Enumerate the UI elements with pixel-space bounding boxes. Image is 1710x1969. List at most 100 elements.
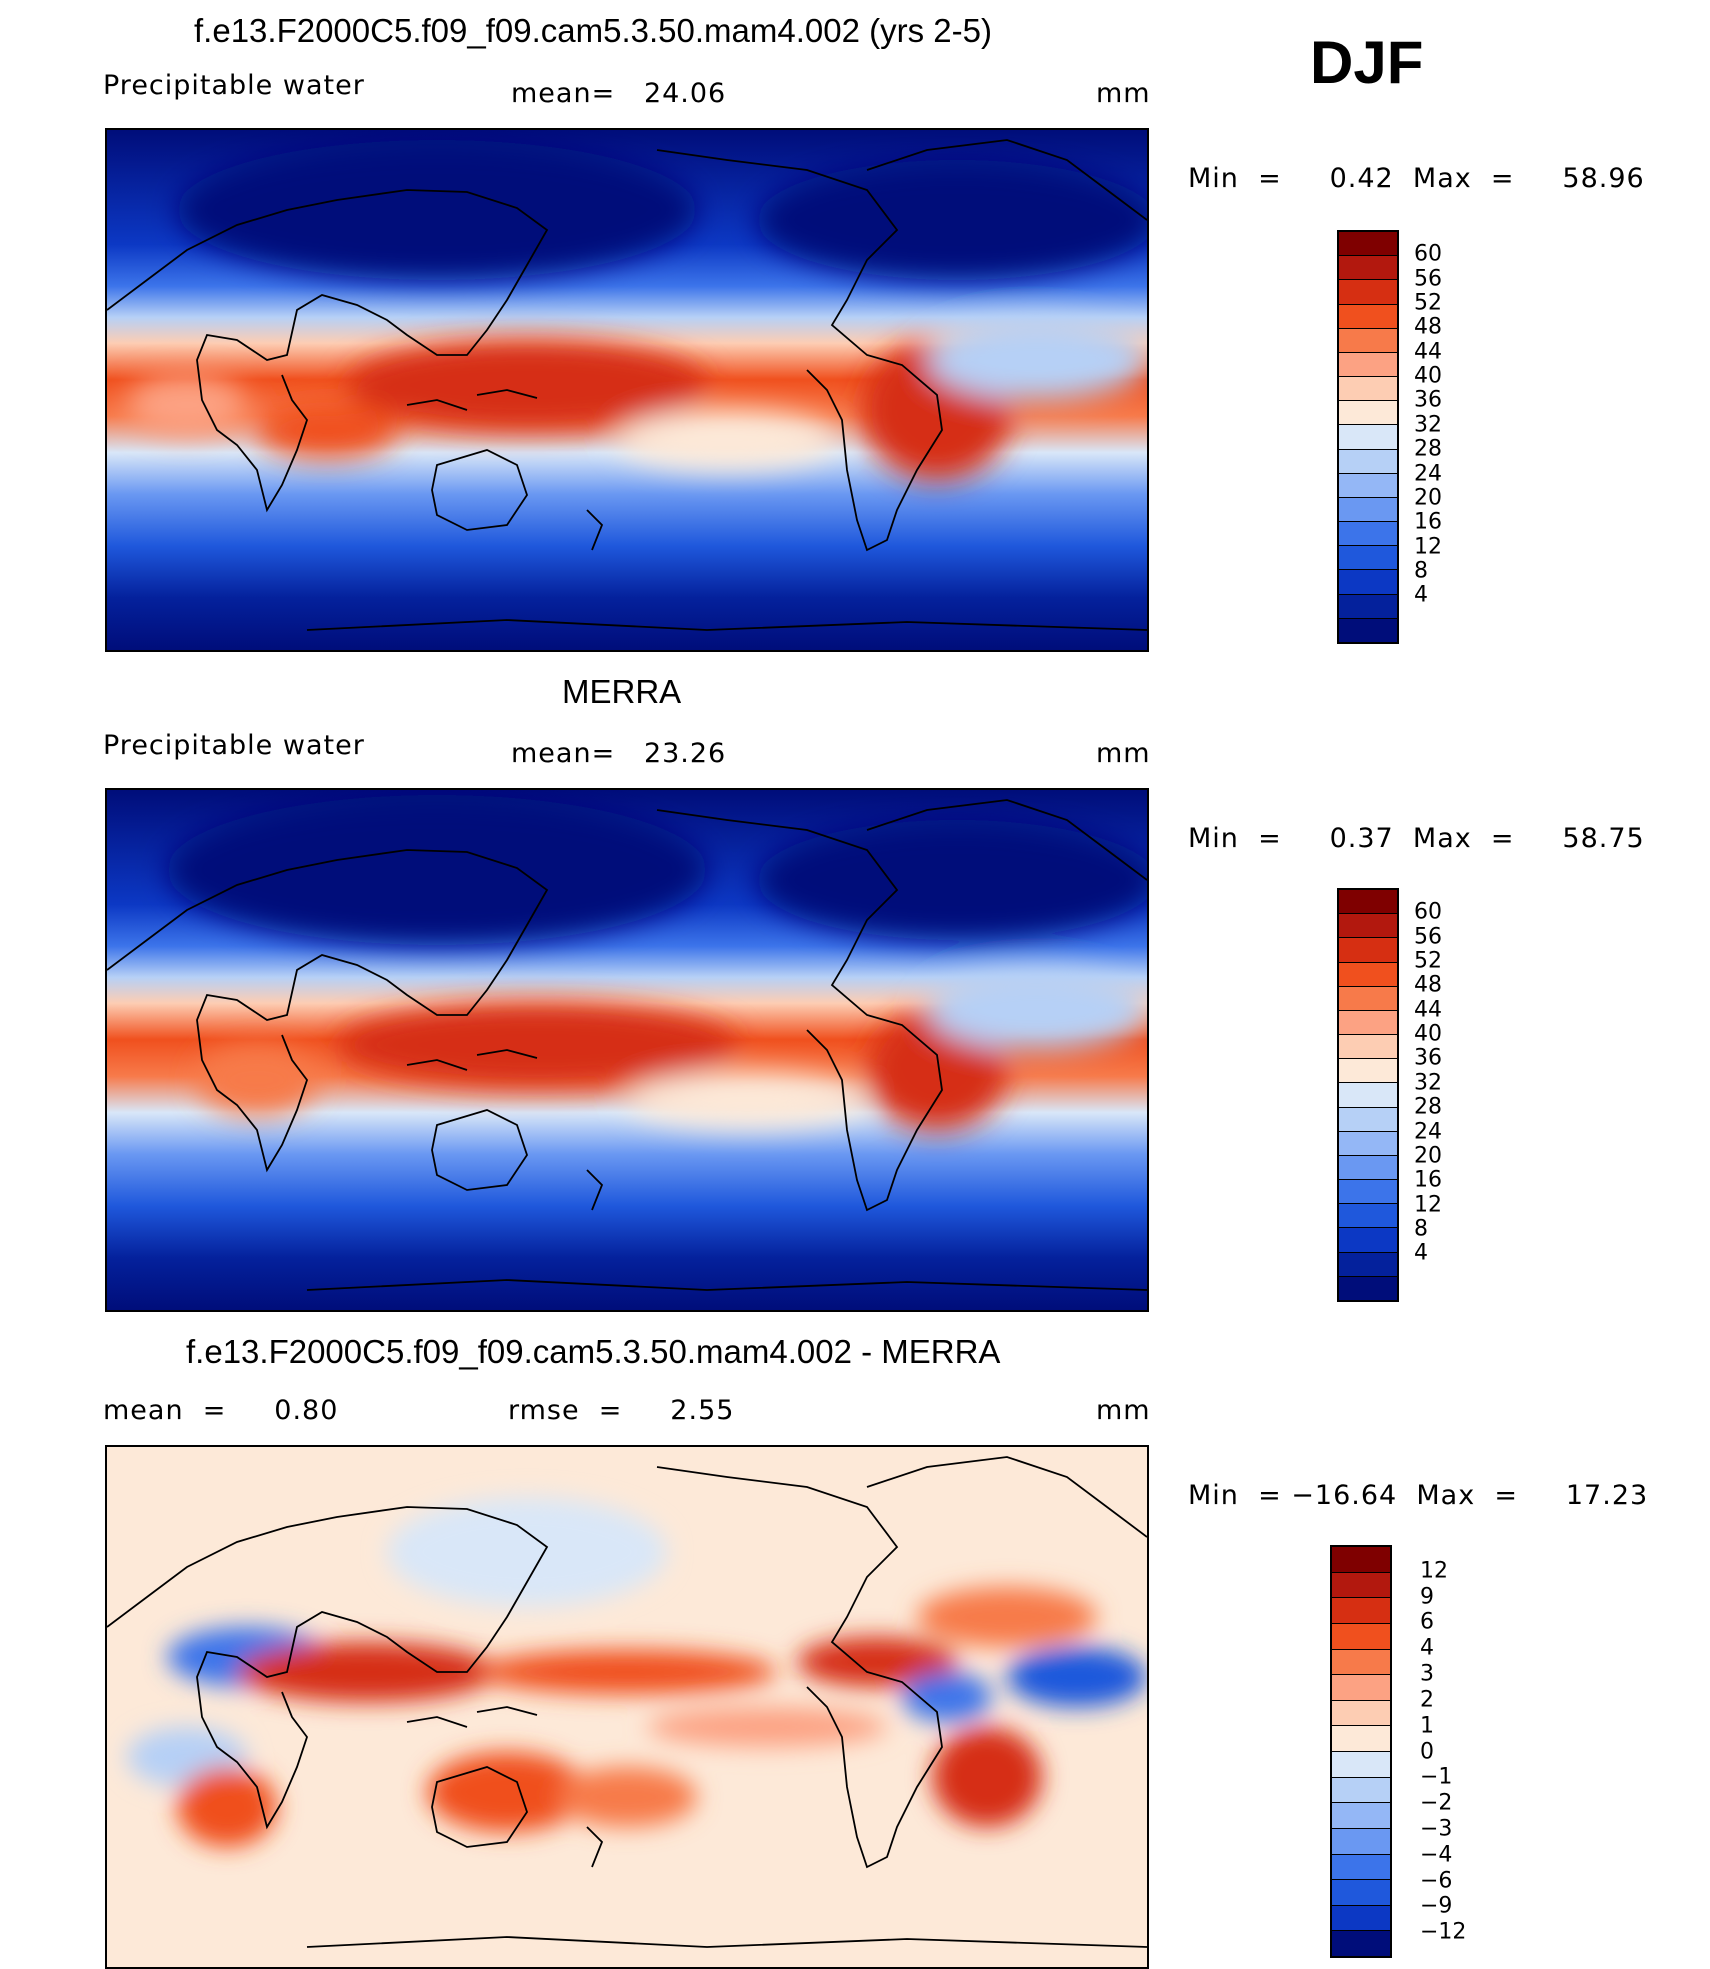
panel3-colorbar-swatch	[1332, 1725, 1390, 1751]
panel1-colorbar-swatch	[1339, 545, 1397, 570]
panel1-variable-label: Precipitable water	[103, 70, 365, 101]
panel3-colorbar-swatch	[1332, 1571, 1390, 1598]
panel2-colorbar-swatch	[1339, 1154, 1397, 1180]
panel2-colorbar-swatch	[1339, 1034, 1397, 1059]
panel2-colorbar-tick-label: 4	[1414, 1240, 1428, 1266]
panel2-colorbar-swatch	[1339, 961, 1397, 986]
panel2-colorbar-tick-label: 20	[1414, 1143, 1442, 1169]
panel2-colorbar-tick-label: 32	[1414, 1070, 1442, 1096]
panel1-colorbar-swatch	[1339, 279, 1397, 304]
panel3-colorbar-swatch	[1332, 1827, 1390, 1854]
panel3-rmse-label: rmse = 2.55	[508, 1395, 735, 1426]
panel2-minmax-label: Min = 0.37 Max = 58.75	[1188, 823, 1645, 854]
panel3-title: f.e13.F2000C5.f09_f09.cam5.3.50.mam4.002…	[186, 1333, 1001, 1370]
panel3-colorbar-swatch	[1332, 1674, 1390, 1700]
panel2-variable-label: Precipitable water	[103, 730, 365, 761]
panel2-colorbar-tick-label: 48	[1414, 972, 1442, 998]
panel1-colorbar-swatch	[1339, 424, 1397, 449]
panel2-colorbar-swatch	[1339, 1179, 1397, 1204]
panel3-colorbar-swatch	[1332, 1904, 1390, 1931]
panel3-colorbar-swatch	[1332, 1776, 1390, 1803]
panel1-colorbar-tick-label: 4	[1414, 582, 1428, 608]
panel3-colorbar-tick-label: 3	[1420, 1661, 1434, 1687]
panel1-colorbar-swatch	[1339, 569, 1397, 594]
panel2-colorbar-swatch	[1339, 890, 1397, 914]
panel1-colorbar-tick-label: 20	[1414, 485, 1442, 511]
panel1-map	[105, 128, 1149, 652]
panel2-colorbar-tick-label: 8	[1414, 1216, 1428, 1242]
panel1-colorbar-swatch	[1339, 400, 1397, 425]
panel1-colorbar-tick-label: 8	[1414, 558, 1428, 584]
panel3-minmax-label: Min = −16.64 Max = 17.23	[1188, 1480, 1649, 1511]
panel1-colorbar-tick-label: 40	[1414, 363, 1442, 389]
panel1-colorbar-tick-label: 12	[1414, 534, 1442, 560]
panel2-colorbar-tick-label: 12	[1414, 1192, 1442, 1218]
panel2-colorbar-swatch	[1339, 937, 1397, 962]
panel3-colorbar-swatch	[1332, 1802, 1390, 1828]
panel3-colorbar-swatch	[1332, 1597, 1390, 1623]
panel2-colorbar-tick-label: 40	[1414, 1021, 1442, 1047]
panel3-colorbar-swatch	[1332, 1879, 1390, 1905]
panel3-colorbar-tick-label: 2	[1420, 1687, 1434, 1713]
panel1-minmax-label: Min = 0.42 Max = 58.96	[1188, 163, 1645, 194]
panel1-colorbar-swatch	[1339, 351, 1397, 377]
panel2-colorbar-swatch	[1339, 1227, 1397, 1252]
panel1-colorbar-swatch	[1339, 232, 1397, 256]
panel1-colorbar-swatch	[1339, 521, 1397, 546]
panel2-colorbar-tick-label: 36	[1414, 1045, 1442, 1071]
panel3-colorbar-tick-label: −12	[1420, 1919, 1467, 1945]
panel2-colorbar-swatch	[1339, 1058, 1397, 1083]
panel1-colorbar-swatch	[1339, 255, 1397, 280]
panel1-title: f.e13.F2000C5.f09_f09.cam5.3.50.mam4.002…	[194, 12, 992, 49]
panel3-mean-label: mean = 0.80	[103, 1395, 339, 1426]
panel2-mean-label: mean= 23.26	[511, 738, 727, 769]
panel3-colorbar-tick-label: −2	[1420, 1790, 1453, 1816]
panel3-colorbar-tick-label: −9	[1420, 1893, 1453, 1919]
panel2-colorbar-tick-label: 16	[1414, 1167, 1442, 1193]
panel2-colorbar-tick-label: 52	[1414, 948, 1442, 974]
panel2-colorbar-swatch	[1339, 985, 1397, 1010]
panel3-colorbar-swatch	[1332, 1648, 1390, 1675]
panel1-colorbar-swatch	[1339, 376, 1397, 401]
panel3-colorbar-tick-label: −3	[1420, 1816, 1453, 1842]
panel2-colorbar-tick-label: 28	[1414, 1094, 1442, 1120]
panel1-colorbar-tick-label: 48	[1414, 314, 1442, 340]
panel3-colorbar-swatch	[1332, 1751, 1390, 1777]
panel3-colorbar-tick-label: 6	[1420, 1609, 1434, 1635]
panel1-colorbar-tick-label: 36	[1414, 387, 1442, 413]
panel1-colorbar-tick-label: 24	[1414, 461, 1442, 487]
panel3-colorbar-tick-label: −4	[1420, 1842, 1453, 1868]
panel2-colorbar-tick-label: 44	[1414, 997, 1442, 1023]
panel3-colorbar-tick-label: −6	[1420, 1868, 1453, 1894]
panel1-units-label: mm	[1096, 78, 1151, 109]
panel1-colorbar	[1337, 230, 1399, 644]
panel3-colorbar-swatch	[1332, 1547, 1390, 1572]
panel2-units-label: mm	[1096, 738, 1151, 769]
panel3-colorbar-swatch	[1332, 1622, 1390, 1649]
panel2-colorbar-swatch	[1339, 1203, 1397, 1228]
panel2-colorbar-tick-label: 24	[1414, 1119, 1442, 1145]
panel1-colorbar-swatch	[1339, 303, 1397, 328]
panel3-map	[105, 1445, 1149, 1969]
season-label: DJF	[1310, 29, 1424, 96]
panel3-colorbar-tick-label: −1	[1420, 1764, 1453, 1790]
panel1-colorbar-swatch	[1339, 617, 1397, 642]
panel3-colorbar-swatch	[1332, 1930, 1390, 1956]
panel1-colorbar-tick-label: 16	[1414, 509, 1442, 535]
panel1-colorbar-swatch	[1339, 496, 1397, 522]
panel2-colorbar	[1337, 888, 1399, 1302]
panel2-colorbar-swatch	[1339, 1082, 1397, 1107]
panel3-colorbar-tick-label: 1	[1420, 1713, 1434, 1739]
panel3-colorbar	[1330, 1545, 1392, 1958]
panel1-colorbar-swatch	[1339, 327, 1397, 352]
panel2-colorbar-swatch	[1339, 1130, 1397, 1155]
panel2-colorbar-swatch	[1339, 1275, 1397, 1300]
panel3-colorbar-tick-label: 4	[1420, 1635, 1434, 1661]
panel1-colorbar-swatch	[1339, 448, 1397, 473]
panel3-colorbar-tick-label: 0	[1420, 1739, 1434, 1764]
panel2-colorbar-swatch	[1339, 913, 1397, 938]
panel3-colorbar-swatch	[1332, 1853, 1390, 1880]
panel1-colorbar-tick-label: 32	[1414, 412, 1442, 438]
panel1-colorbar-swatch	[1339, 472, 1397, 497]
panel1-colorbar-swatch	[1339, 593, 1397, 618]
